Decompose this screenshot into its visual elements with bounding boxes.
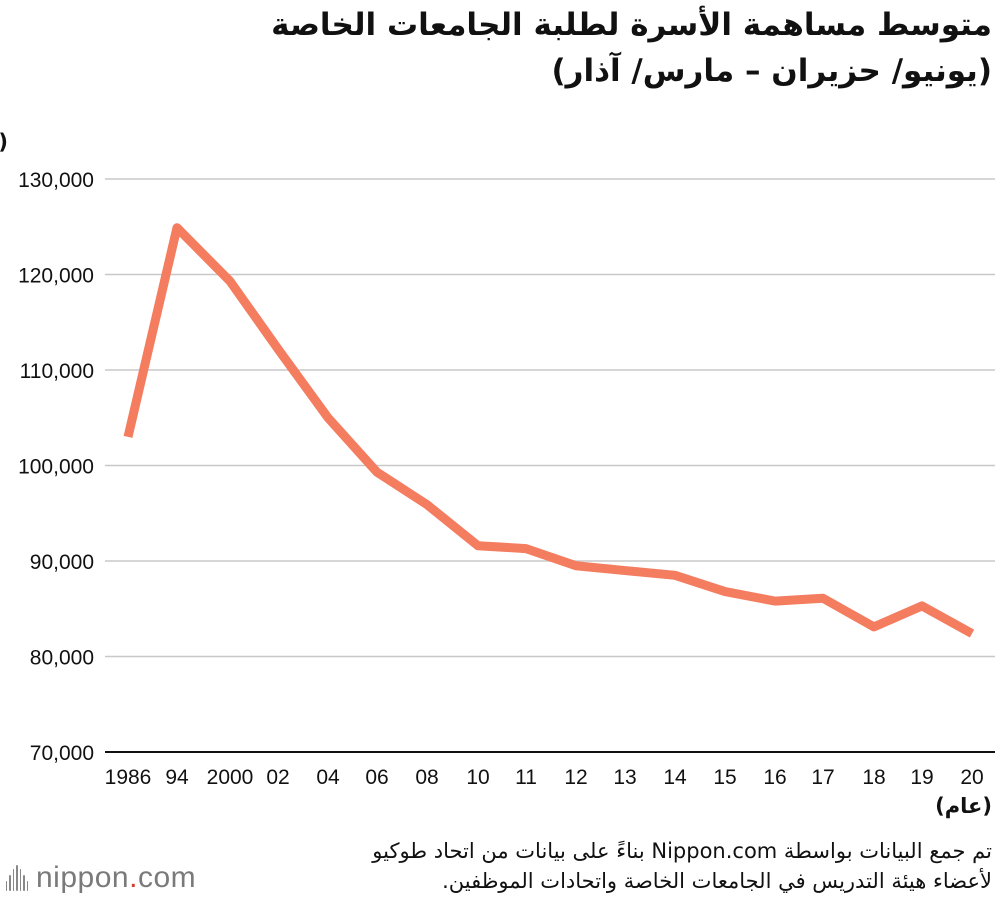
data-point [624, 570, 626, 572]
source-note-line-1: تم جمع البيانات بواسطة Nippon.com بناءً … [372, 839, 992, 863]
y-tick-label: 120,000 [18, 265, 94, 288]
data-point [229, 280, 231, 282]
x-tick-label: 20 [960, 766, 983, 789]
x-tick-label: 13 [613, 766, 636, 789]
series-layer [123, 223, 975, 638]
x-tick-label: 04 [316, 766, 340, 789]
data-point [822, 597, 824, 599]
data-point [873, 626, 875, 628]
data-point [176, 227, 178, 229]
x-axis-label: (عام) [935, 794, 992, 818]
logo-wordmark: nippon.com [36, 861, 196, 895]
x-tick-label: 1986 [105, 766, 152, 789]
y-tick-label: 110,000 [20, 360, 94, 383]
data-point [525, 548, 527, 550]
x-tick-label: 10 [466, 766, 489, 789]
logo-main-text: nippon [36, 861, 130, 894]
data-point [724, 591, 726, 593]
chart-subtitle: (يونيو/ حزيران – مارس/ آذار) [551, 53, 992, 89]
y-tick-label: 130,000 [18, 169, 94, 192]
series-line [123, 223, 975, 638]
y-axis-label: (ين) [0, 130, 8, 154]
source-note: تم جمع البيانات بواسطة Nippon.com بناءً … [272, 836, 992, 896]
nippon-mark-icon [6, 865, 28, 891]
x-axis-ticks: 1986 94 2000 02 04 06 08 10 11 12 13 14 15 16 17 18 19 20 [105, 766, 984, 789]
data-point [477, 545, 479, 547]
source-note-line-2: لأعضاء هيئة التدريس في الجامعات الخاصة و… [442, 869, 992, 893]
y-tick-label: 100,000 [18, 456, 94, 479]
y-tick-label: 70,000 [30, 742, 94, 765]
x-tick-label: 12 [564, 766, 587, 789]
x-tick-label: 08 [415, 766, 438, 789]
data-point [921, 605, 923, 607]
data-point [674, 574, 676, 576]
data-point [575, 565, 577, 567]
data-point [971, 633, 973, 635]
x-tick-label: 2000 [207, 766, 254, 789]
x-tick-label: 19 [910, 766, 933, 789]
y-tick-label: 80,000 [30, 647, 94, 670]
logo-dot: . [129, 861, 138, 894]
nippon-logo: nippon.com [6, 858, 196, 898]
data-point [277, 348, 279, 350]
data-point [127, 436, 129, 438]
chart-title-block: متوسط مساهمة الأسرة لطلبة الجامعات الخاص… [12, 2, 992, 94]
logo-suffix-text: com [137, 861, 197, 894]
x-tick-label: 16 [763, 766, 786, 789]
x-tick-label: 06 [365, 766, 388, 789]
x-tick-label: 14 [663, 766, 687, 789]
chart-title: متوسط مساهمة الأسرة لطلبة الجامعات الخاص… [271, 7, 992, 43]
x-tick-label: 18 [862, 766, 885, 789]
x-tick-label: 17 [811, 766, 834, 789]
y-tick-label: 90,000 [30, 551, 94, 574]
x-tick-label: 94 [165, 766, 189, 789]
x-tick-label: 02 [266, 766, 289, 789]
data-point [426, 504, 428, 506]
y-axis-ticks: 130,000 120,000 110,000 100,000 90,000 80,000… [18, 169, 94, 765]
line-chart: 130,000 120,000 110,000 100,000 90,000 80,000… [0, 130, 995, 818]
data-point [376, 471, 378, 473]
data-point [774, 600, 776, 602]
x-tick-label: 11 [515, 766, 537, 789]
grid-layer [105, 178, 995, 753]
data-point [327, 417, 329, 419]
x-tick-label: 15 [713, 766, 736, 789]
